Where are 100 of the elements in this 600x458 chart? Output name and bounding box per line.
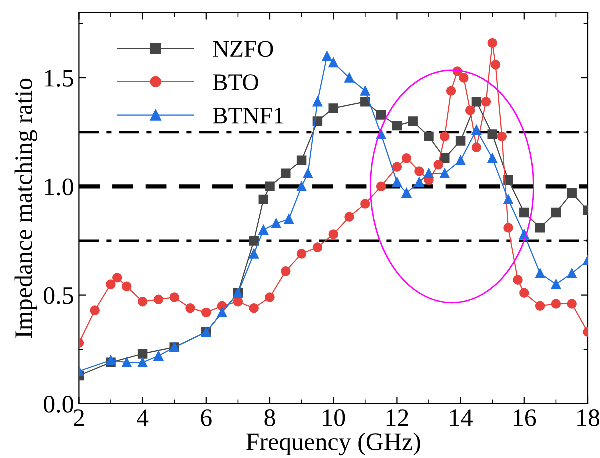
- point: [281, 168, 291, 178]
- point: [424, 132, 434, 142]
- point: [456, 136, 466, 146]
- point: [281, 266, 291, 276]
- point: [138, 349, 148, 359]
- x-axis-title: Frequency (GHz): [246, 432, 420, 456]
- x-tick-label: 10: [323, 410, 346, 426]
- point: [106, 280, 116, 290]
- point: [138, 358, 148, 368]
- point: [567, 268, 577, 278]
- point: [106, 356, 116, 366]
- point: [360, 199, 370, 209]
- point: [249, 236, 259, 246]
- point: [504, 223, 514, 233]
- point: [344, 212, 354, 222]
- point: [465, 106, 476, 116]
- y-tick-label: 1.0: [45, 178, 74, 196]
- point: [170, 292, 180, 302]
- x-tick-label: 18: [578, 410, 600, 426]
- point: [472, 97, 482, 107]
- point: [488, 130, 498, 140]
- point: [535, 301, 546, 312]
- point: [535, 223, 546, 233]
- point: [535, 268, 546, 278]
- point: [392, 120, 402, 131]
- point: [344, 73, 354, 83]
- point: [90, 306, 100, 316]
- point: [154, 294, 164, 305]
- point: [296, 249, 307, 259]
- point: [249, 303, 259, 314]
- point: [322, 51, 332, 62]
- point: [258, 194, 268, 205]
- x-tick-label: 4: [137, 410, 149, 426]
- y-axis-title: Impedance matching ratio: [14, 78, 38, 338]
- point: [551, 299, 562, 309]
- point: [265, 292, 275, 302]
- x-tick-label: 12: [386, 410, 408, 426]
- y-tick-label: 0.5: [44, 287, 74, 304]
- point: [272, 218, 282, 228]
- point: [217, 308, 228, 318]
- point: [402, 188, 412, 198]
- point: [154, 351, 164, 362]
- point: [414, 177, 424, 188]
- point: [440, 168, 450, 178]
- point: [488, 154, 498, 164]
- y-tick-label: 1.5: [45, 70, 74, 88]
- point: [392, 177, 402, 188]
- point: [567, 188, 577, 198]
- point: [414, 166, 424, 176]
- point: [328, 58, 338, 68]
- point: [328, 230, 338, 240]
- point: [360, 97, 370, 107]
- point: [249, 249, 259, 259]
- point: [265, 182, 275, 192]
- point: [376, 110, 386, 120]
- point: [138, 296, 148, 307]
- point: [296, 156, 307, 166]
- x-tick-label: 2: [74, 410, 84, 426]
- x-tick-label: 8: [264, 410, 276, 426]
- point: [504, 194, 514, 205]
- y-tick-label: 0.0: [44, 396, 74, 413]
- x-tick-label: 14: [450, 410, 473, 426]
- x-tick-label: 16: [514, 410, 536, 426]
- point: [312, 242, 323, 252]
- point: [186, 303, 196, 314]
- point: [551, 208, 562, 218]
- point: [402, 154, 412, 164]
- point: [440, 132, 450, 142]
- point: [392, 162, 402, 172]
- point: [284, 214, 294, 224]
- point: [481, 97, 492, 107]
- point: [424, 168, 434, 178]
- point: [258, 225, 268, 235]
- point: [440, 154, 450, 164]
- point: [446, 86, 456, 96]
- point: [472, 142, 482, 152]
- point: [459, 73, 469, 83]
- point: [112, 273, 122, 283]
- point: [202, 308, 212, 318]
- point: [488, 38, 498, 48]
- point: [497, 132, 507, 142]
- point: [122, 358, 132, 368]
- point: [520, 288, 530, 298]
- point: [520, 208, 530, 218]
- point: [312, 97, 323, 107]
- point: [513, 275, 523, 285]
- point: [472, 125, 482, 136]
- point: [233, 296, 244, 307]
- point: [360, 86, 370, 96]
- x-tick-label: 6: [201, 410, 212, 426]
- legend-label: BTO: [213, 74, 258, 90]
- point: [303, 168, 314, 178]
- point: [434, 160, 444, 170]
- point: [408, 116, 418, 126]
- point: [122, 282, 132, 292]
- point: [456, 156, 466, 166]
- point: [296, 182, 307, 192]
- point: [567, 299, 577, 309]
- legend-label: NZFO: [213, 41, 274, 58]
- legend-label: BTNF1: [213, 108, 284, 124]
